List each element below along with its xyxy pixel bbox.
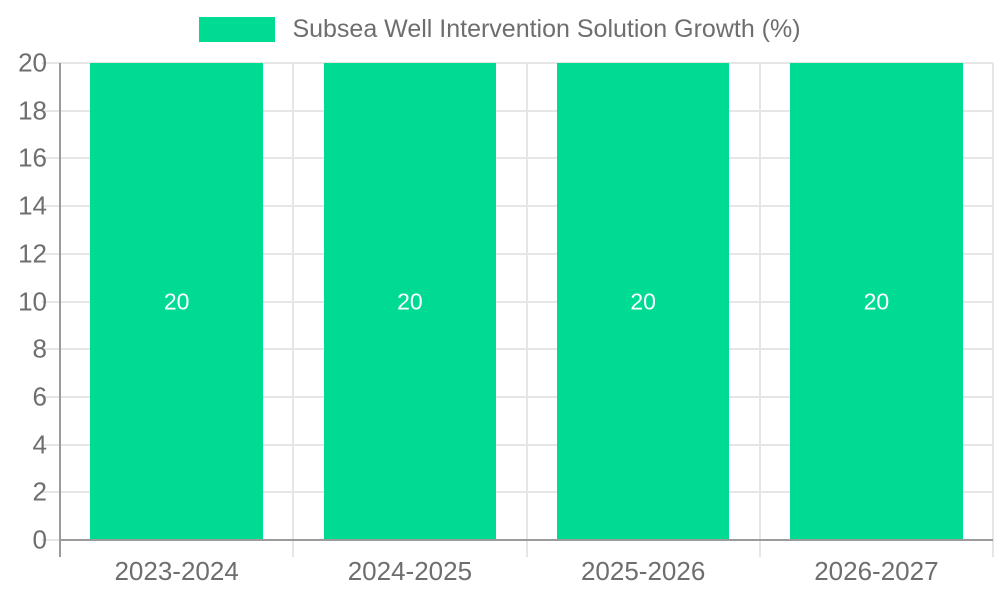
bar-2023-2024[interactable]: 20: [90, 63, 263, 540]
y-tick-label-10: 10: [18, 286, 47, 316]
legend: Subsea Well Intervention Solution Growth…: [0, 15, 1000, 44]
x-tick-label-2024-2025: 2024-2025: [347, 556, 473, 586]
gridline-y-10: [42, 300, 993, 303]
gridline-y-14: [42, 205, 993, 208]
gridline-y-20: [42, 62, 993, 64]
gridline-y-2: [42, 491, 993, 494]
y-axis-line: [59, 63, 61, 557]
plot-area: 20 20 20 20: [42, 62, 994, 557]
gridline-x-3: [758, 63, 761, 557]
gridline-x-2: [525, 63, 528, 557]
legend-item[interactable]: Subsea Well Intervention Solution Growth…: [199, 15, 801, 44]
gridline-y-16: [42, 157, 993, 160]
gridline-y-6: [42, 395, 993, 398]
gridline-y-8: [42, 348, 993, 351]
y-tick-label-16: 16: [18, 142, 47, 173]
legend-label: Subsea Well Intervention Solution Growth…: [292, 15, 801, 43]
bar-cell-2025-2026: 20: [527, 63, 760, 540]
bar-2024-2025[interactable]: 20: [323, 63, 497, 540]
legend-swatch-icon: [199, 17, 276, 42]
x-tick-label-2025-2026: 2025-2026: [580, 556, 706, 586]
bar-cell-2024-2025: 20: [293, 63, 526, 540]
bar-cell-2026-2027: 20: [760, 63, 993, 540]
y-tick-label-8: 8: [32, 333, 47, 364]
x-axis-line: [60, 539, 993, 541]
x-tick-label-2026-2027: 2026-2027: [814, 556, 939, 586]
y-tick-label-2: 2: [32, 476, 47, 507]
bar-value-label-2024-2025: 20: [397, 288, 423, 314]
bar-2025-2026[interactable]: 20: [556, 63, 730, 540]
y-tick-label-12: 12: [18, 238, 47, 269]
bar-value-label-2023-2024: 20: [163, 288, 190, 314]
y-axis-labels: 0 2 4 6 8 10 12 14 16 18 20: [0, 48, 47, 555]
x-tick-label-2023-2024: 2023-2024: [114, 556, 239, 586]
y-tick-label-20: 20: [18, 47, 47, 78]
y-tick-label-0: 0: [32, 524, 47, 555]
gridline-x-1: [292, 63, 295, 557]
gridline-x-4: [992, 63, 994, 557]
y-tick-label-18: 18: [18, 95, 47, 126]
bar-value-label-2025-2026: 20: [630, 288, 656, 314]
bar-2026-2027[interactable]: 20: [790, 63, 963, 540]
gridline-y-12: [42, 252, 993, 255]
gridline-y-18: [42, 109, 993, 112]
x-axis-labels: 2023-2024 2024-2025 2025-2026 2026-2027: [60, 556, 993, 590]
bar-cell-2023-2024: 20: [60, 63, 293, 540]
bar-value-label-2026-2027: 20: [863, 288, 890, 314]
y-tick-label-14: 14: [18, 190, 47, 221]
y-tick-label-6: 6: [32, 381, 47, 412]
y-tick-label-4: 4: [32, 429, 47, 460]
gridline-y-4: [42, 443, 993, 446]
